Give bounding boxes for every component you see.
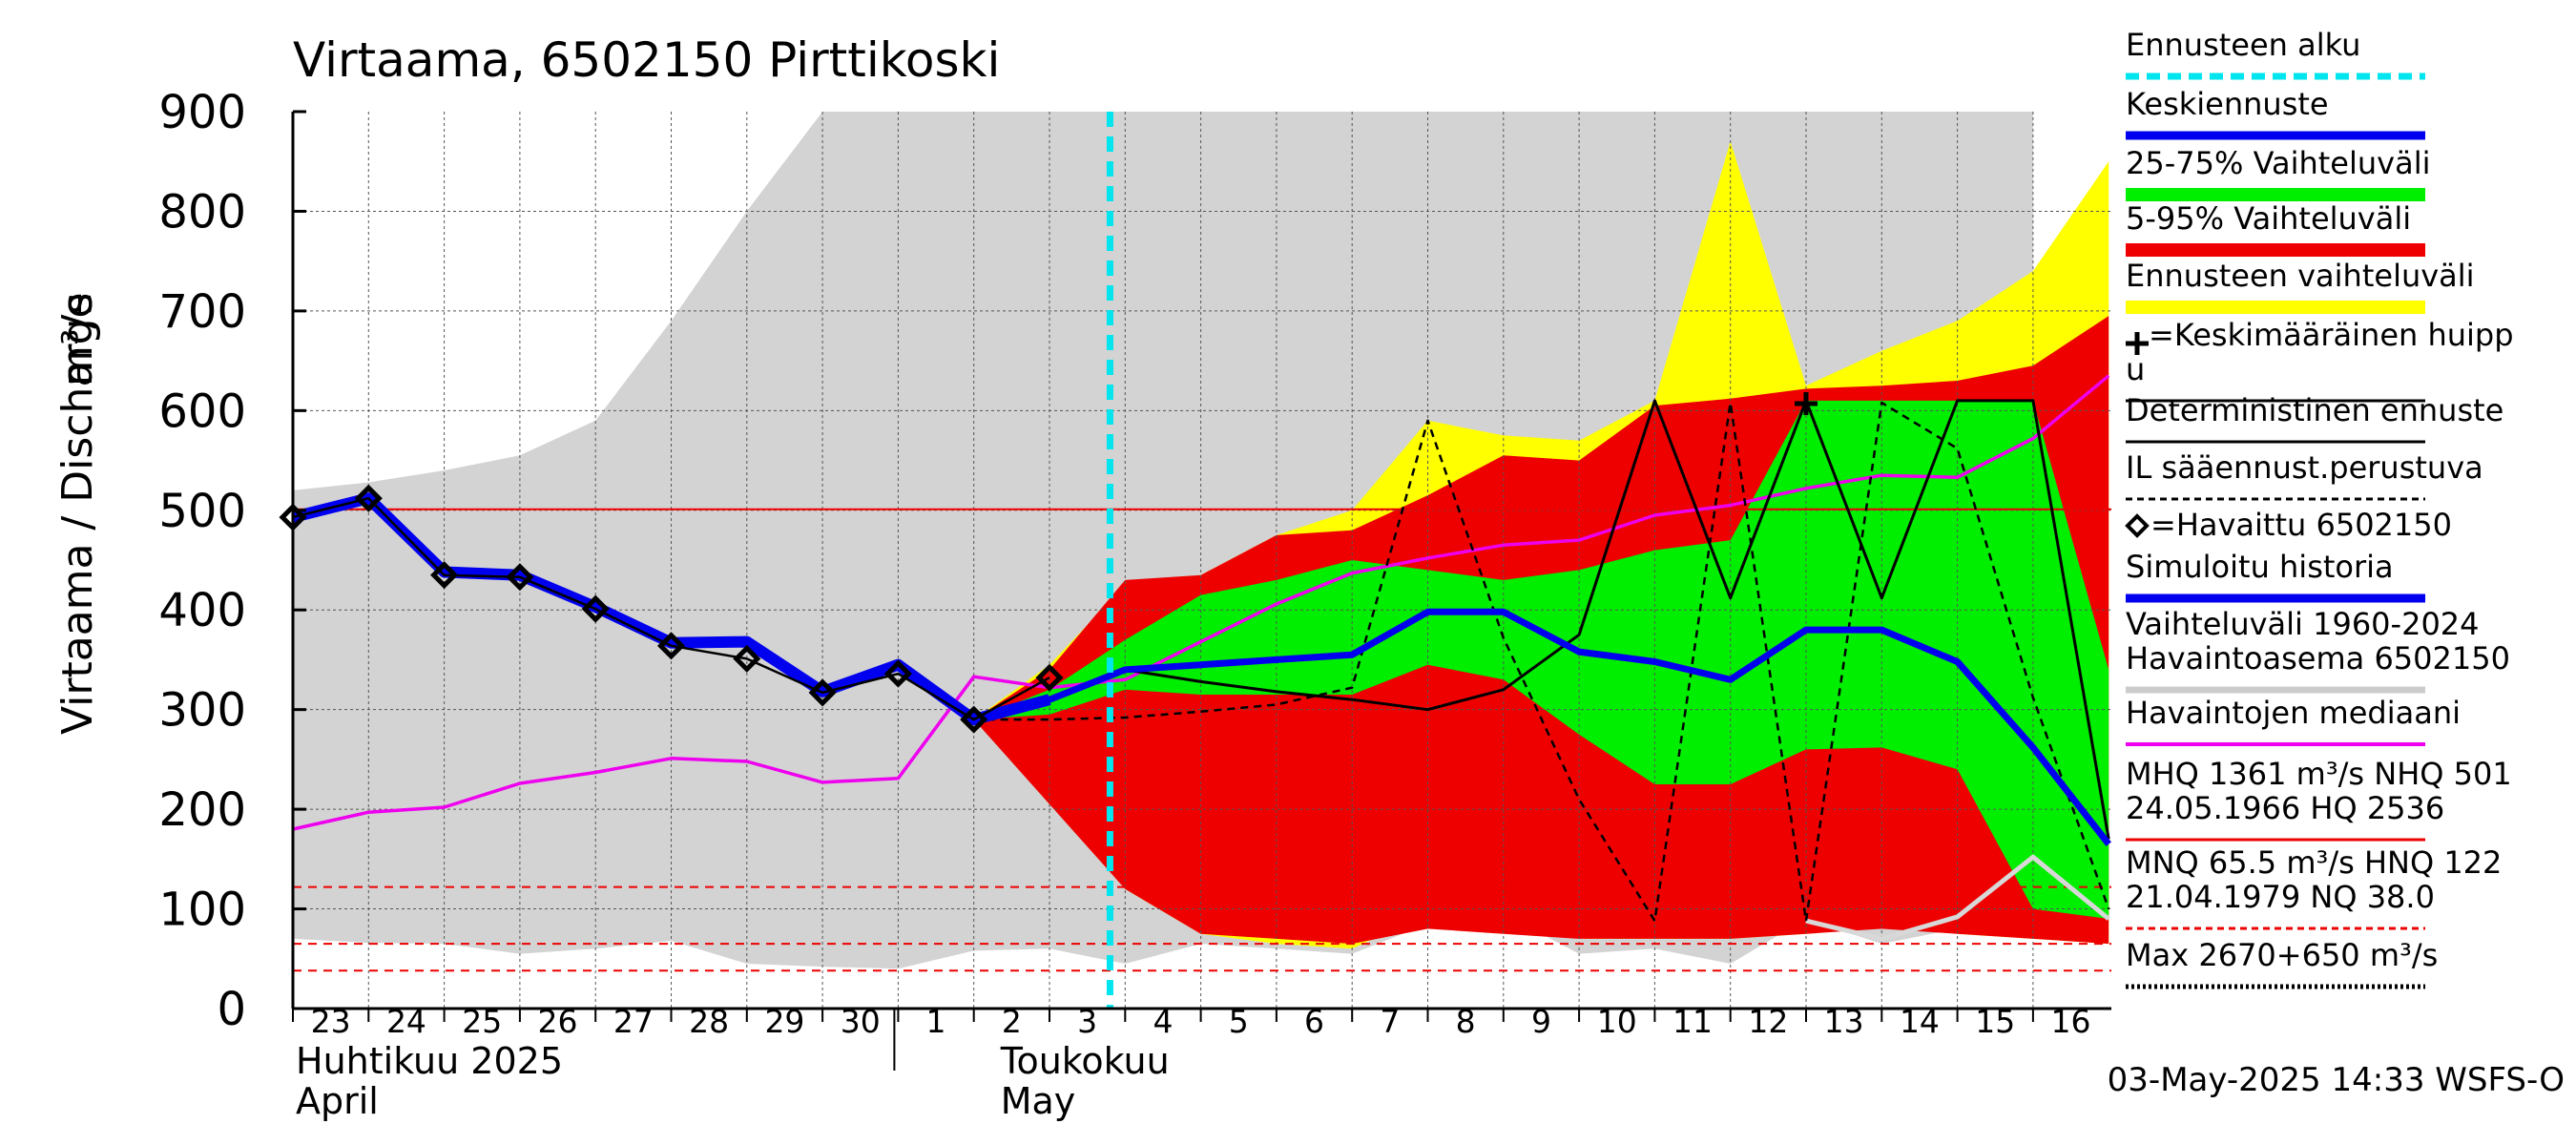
- month-label: Toukokuu: [1000, 1040, 1170, 1082]
- y-axis-label: Virtaama / Discharge: [53, 292, 102, 735]
- observed-point: [506, 563, 534, 592]
- y-tick-label: 900: [158, 86, 246, 139]
- x-tick-label: 23: [311, 1003, 351, 1040]
- x-tick-label: 25: [462, 1003, 502, 1040]
- x-tick-label: 2: [1002, 1003, 1022, 1040]
- observed-point: [960, 705, 988, 734]
- series-simuloitu-historia: [291, 492, 1051, 726]
- reference-lines: [293, 508, 2111, 972]
- x-tick-label: 15: [1975, 1003, 2015, 1040]
- x-tick-label: 16: [2051, 1003, 2091, 1040]
- legend-label: Simuloitu historia: [2126, 549, 2394, 585]
- legend-label: IL sääennust.perustuva: [2126, 449, 2483, 486]
- legend-label: Havaintojen mediaani: [2126, 695, 2461, 731]
- legend-label: Vaihteluväli 1960-2024: [2126, 606, 2480, 642]
- series-max-2670-650-m-s: [1805, 854, 2110, 942]
- timestamp: 03-May-2025 14:33 WSFS-O: [2108, 1061, 2565, 1099]
- series-keskiennuste: [972, 608, 2111, 846]
- legend-label: Ennusteen alku: [2126, 27, 2360, 63]
- x-tick-label: 4: [1153, 1003, 1173, 1040]
- x-tick-label: 9: [1531, 1003, 1551, 1040]
- legend-label: 5-95% Vaihteluväli: [2126, 200, 2411, 237]
- observed-point: [733, 644, 761, 673]
- legend-label: Max 2670+650 m³/s: [2126, 937, 2438, 973]
- legend-label: Ennusteen vaihteluväli: [2126, 258, 2475, 294]
- x-tick-label: 1: [926, 1003, 946, 1040]
- legend-label: MHQ 1361 m³/s NHQ 501: [2126, 756, 2512, 792]
- legend-label-2: 24.05.1966 HQ 2536: [2126, 790, 2444, 826]
- month-label: Huhtikuu 2025: [296, 1040, 563, 1082]
- observed-point: [1035, 663, 1064, 692]
- series-havaintojen-mediaani: [292, 374, 2110, 831]
- series-il-s-ennust-perustuva: [973, 401, 2110, 923]
- observed-point: [656, 632, 686, 660]
- x-tick-label: 26: [538, 1003, 578, 1040]
- series-havaittu-6502150: [292, 496, 1050, 721]
- legend-label-2: 21.04.1979 NQ 38.0: [2126, 879, 2435, 915]
- legend-label: =Keskimääräinen huipp: [2149, 317, 2514, 353]
- y-tick-label: 200: [158, 783, 246, 837]
- legend-label-2: Havaintoasema 6502150: [2126, 640, 2510, 677]
- y-axis-unit: m³/s: [53, 293, 102, 386]
- x-tick-label: 27: [613, 1003, 654, 1040]
- legend-label: Keskiennuste: [2126, 86, 2329, 122]
- observed-point: [430, 561, 459, 590]
- y-tick-label: 500: [158, 485, 246, 538]
- series-lines: [291, 112, 2111, 1009]
- range-bands: [293, 112, 2109, 969]
- observed-point: [581, 594, 610, 623]
- legend: Ennusteen alku Keskiennuste 25-75% Vaihtel…: [2125, 27, 2514, 989]
- month-label-en: April: [296, 1080, 379, 1122]
- legend-label: MNQ 65.5 m³/s HNQ 122: [2126, 844, 2502, 881]
- observed-point: [883, 659, 912, 688]
- x-tick-label: 28: [689, 1003, 729, 1040]
- observation-markers: [279, 392, 1818, 734]
- legend-observed-symbol: [2125, 513, 2150, 538]
- observed-point: [808, 678, 837, 707]
- series-deterministinen-ennuste: [973, 399, 2110, 840]
- legend-label: =Havaittu 6502150: [2150, 507, 2452, 543]
- legend-label: Deterministinen ennuste: [2126, 392, 2503, 428]
- mean-peak-marker: [1795, 392, 1818, 416]
- x-tick-label: 10: [1597, 1003, 1637, 1040]
- x-tick-label: 13: [1824, 1003, 1864, 1040]
- legend-label-2: u: [2126, 351, 2145, 387]
- x-tick-label: 6: [1304, 1003, 1324, 1040]
- range-25-75-band: [973, 400, 2109, 919]
- grid-lines: [293, 112, 2111, 1009]
- x-tick-label: 12: [1748, 1003, 1788, 1040]
- x-tick-label: 8: [1456, 1003, 1476, 1040]
- y-tick-label: 400: [158, 584, 246, 637]
- legend-label: 25-75% Vaihteluväli: [2126, 145, 2430, 181]
- x-tick-label: 3: [1077, 1003, 1097, 1040]
- x-tick-label: 29: [764, 1003, 804, 1040]
- month-label-en: May: [1001, 1080, 1076, 1122]
- x-tick-label: 5: [1229, 1003, 1249, 1040]
- x-tick-label: 7: [1380, 1003, 1400, 1040]
- y-tick-label: 600: [158, 385, 246, 438]
- x-tick-label: 14: [1900, 1003, 1940, 1040]
- chart-title: Virtaama, 6502150 Pirttikoski: [293, 32, 1000, 88]
- y-tick-label: 100: [158, 884, 246, 937]
- y-tick-label: 800: [158, 185, 246, 239]
- x-tick-label: 11: [1672, 1003, 1713, 1040]
- y-tick-label: 0: [217, 983, 246, 1036]
- y-tick-label: 300: [158, 684, 246, 738]
- x-tick-label: 24: [386, 1003, 426, 1040]
- x-tick-label: 30: [841, 1003, 881, 1040]
- observed-point: [354, 484, 383, 512]
- legend-peak-symbol: [2126, 332, 2149, 355]
- y-tick-label: 700: [158, 285, 246, 339]
